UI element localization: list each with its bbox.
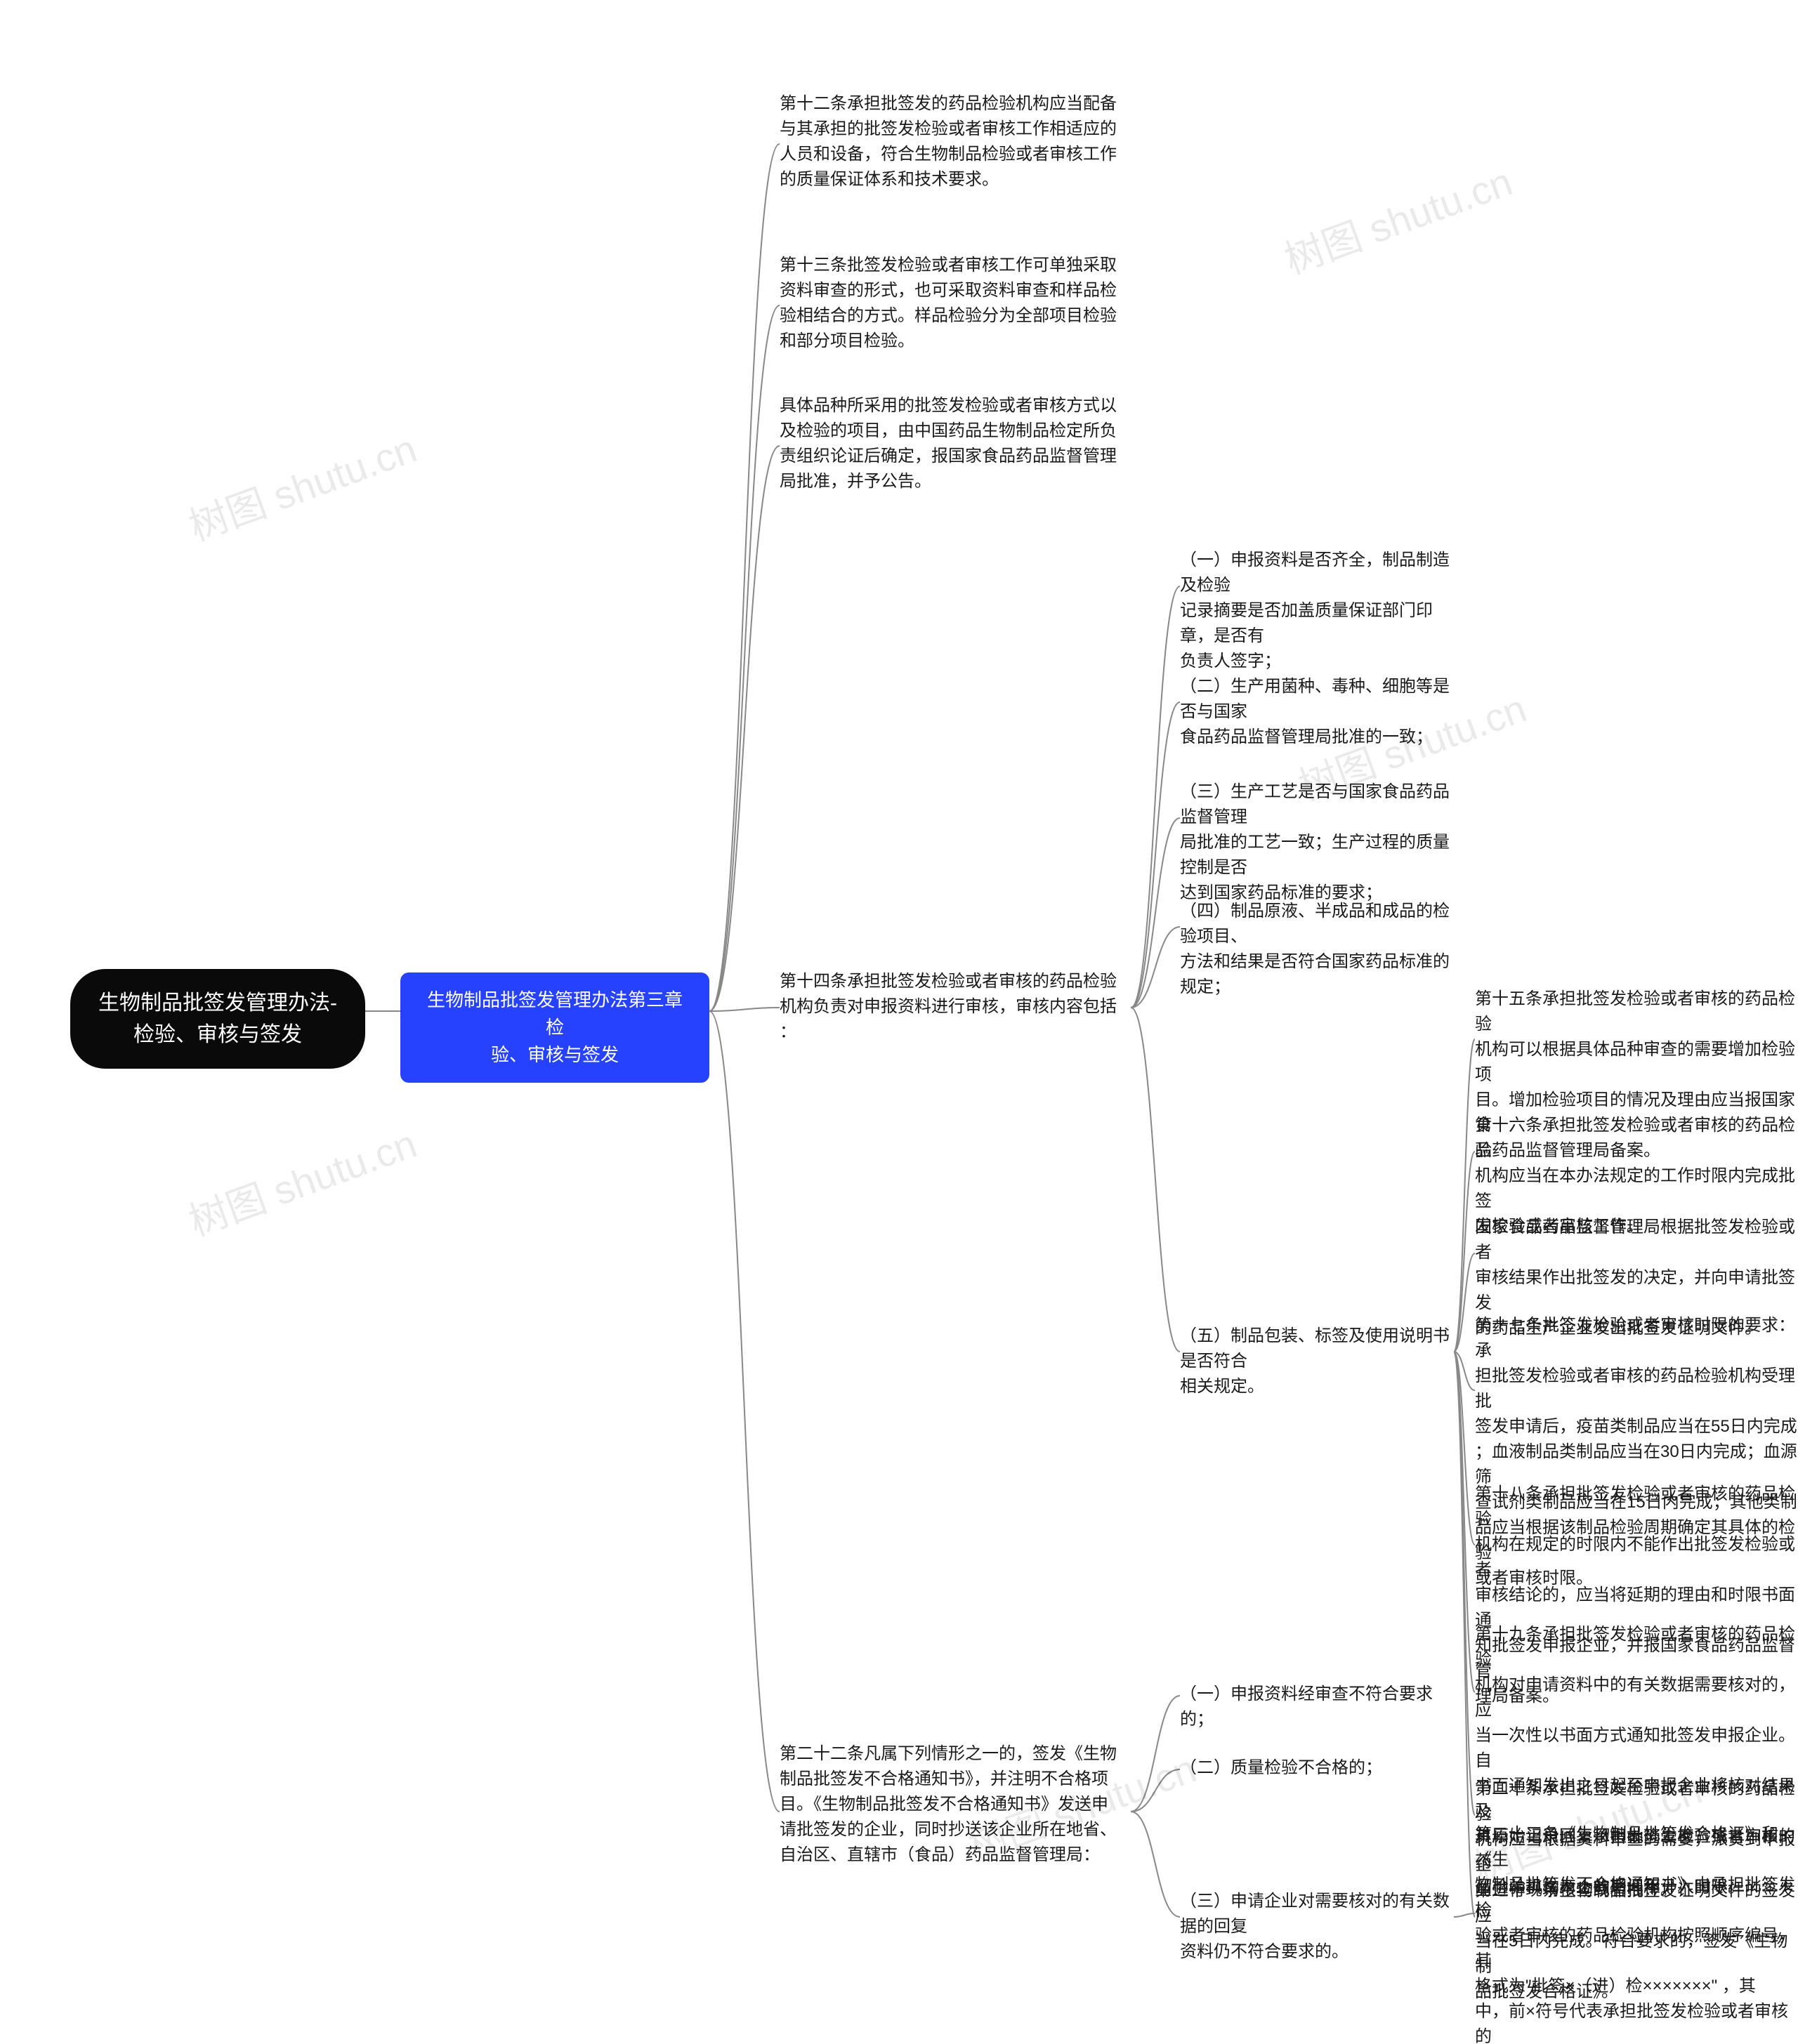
level3-a14-node-label: （一）申报资料是否齐全，制品制造及检验记录摘要是否加盖质量保证部门印章，是否有负… (1180, 550, 1450, 671)
watermark: 树图 shutu.cn (180, 417, 424, 552)
level2-node-label: 第十四条承担批签发检验或者审核的药品检验机构负责对申报资料进行审核，审核内容包括… (780, 972, 1117, 1041)
level3-a22-node: （三）申请企业对需要核对的有关数据的回复资料仍不符合要求的。 (1180, 1889, 1454, 1965)
level3-a14-node: （三）生产工艺是否与国家食品药品监督管理局批准的工艺一致；生产过程的质量控制是否… (1180, 779, 1454, 906)
level2-node-label: 第十三条批签发检验或者审核工作可单独采取资料审查的形式，也可采取资料审查和样品检… (780, 256, 1117, 350)
level4-d3-node: 第二十三条《生物制品批签发合格证》和《生物制品批签发不合格通知书》由承担批签发检… (1475, 1822, 1798, 2044)
level3-a22-node-label: （一）申报资料经审查不符合要求的； (1180, 1684, 1433, 1729)
level2-node: 第十三条批签发检验或者审核工作可单独采取资料审查的形式，也可采取资料审查和样品检… (780, 253, 1131, 354)
level3-a14-node-label: （五）制品包装、标签及使用说明书是否符合相关规定。 (1180, 1326, 1450, 1396)
level3-a22-node-label: （二）质量检验不合格的； (1180, 1758, 1382, 1777)
watermark: 树图 shutu.cn (180, 1112, 424, 1247)
level2-node: 具体品种所采用的批签发检验或者审核方式以及检验的项目，由中国药品生物制品检定所负… (780, 393, 1131, 494)
root-label: 生物制品批签发管理办法-检验、审核与签发 (98, 991, 337, 1046)
level3-a22-node-label: （三）申请企业对需要核对的有关数据的回复资料仍不符合要求的。 (1180, 1892, 1450, 1961)
level3-a14-node: （二）生产用菌种、毒种、细胞等是否与国家食品药品监督管理局批准的一致； (1180, 674, 1454, 750)
level3-a14-node-label: （二）生产用菌种、毒种、细胞等是否与国家食品药品监督管理局批准的一致； (1180, 677, 1450, 746)
level2-node: 第二十二条凡属下列情形之一的，签发《生物制品批签发不合格通知书》，并注明不合格项… (780, 1741, 1131, 1868)
level3-a14-node: （四）制品原液、半成品和成品的检验项目、方法和结果是否符合国家药品标准的规定； (1180, 899, 1454, 1000)
level2-node-label: 具体品种所采用的批签发检验或者审核方式以及检验的项目，由中国药品生物制品检定所负… (780, 396, 1117, 491)
level3-a14-node: （五）制品包装、标签及使用说明书是否符合相关规定。 (1180, 1324, 1454, 1399)
level2-node: 第十四条承担批签发检验或者审核的药品检验机构负责对申报资料进行审核，审核内容包括… (780, 969, 1131, 1045)
watermark: 树图 shutu.cn (1275, 150, 1519, 285)
level2-node-label: 第十二条承担批签发的药品检验机构应当配备与其承担的批签发检验或者审核工作相适应的… (780, 94, 1117, 189)
level3-a22-node: （一）申报资料经审查不符合要求的； (1180, 1682, 1454, 1732)
level3-a14-node-label: （三）生产工艺是否与国家食品药品监督管理局批准的工艺一致；生产过程的质量控制是否… (1180, 782, 1450, 902)
level3-a14-node-label: （四）制品原液、半成品和成品的检验项目、方法和结果是否符合国家药品标准的规定； (1180, 902, 1450, 996)
level4-d3-node-label: 第二十三条《生物制品批签发合格证》和《生物制品批签发不合格通知书》由承担批签发检… (1475, 1825, 1795, 2044)
level3-a14-node: （一）申报资料是否齐全，制品制造及检验记录摘要是否加盖质量保证部门印章，是否有负… (1180, 548, 1454, 674)
level2-node: 第十二条承担批签发的药品检验机构应当配备与其承担的批签发检验或者审核工作相适应的… (780, 91, 1131, 192)
mindmap-root: 生物制品批签发管理办法-检验、审核与签发 (70, 969, 365, 1069)
level1-label: 生物制品批签发管理办法第三章检验、审核与签发 (427, 989, 683, 1065)
level2-node-label: 第二十二条凡属下列情形之一的，签发《生物制品批签发不合格通知书》，并注明不合格项… (780, 1744, 1117, 1864)
mindmap-level1: 生物制品批签发管理办法第三章检验、审核与签发 (400, 972, 709, 1083)
level3-a22-node: （二）质量检验不合格的； (1180, 1755, 1454, 1781)
